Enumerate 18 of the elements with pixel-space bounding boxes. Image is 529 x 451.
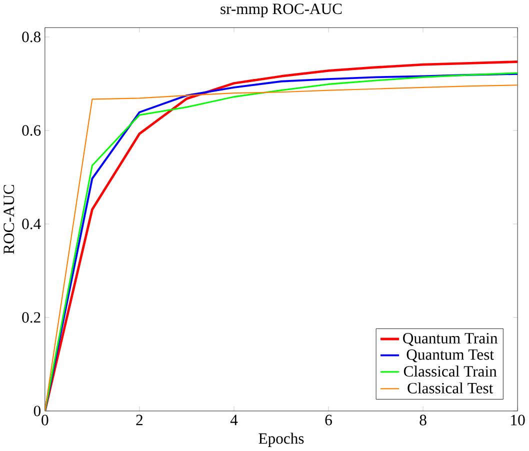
x-tick-label: 4 bbox=[230, 415, 238, 426]
y-axis-title: ROC-AUC bbox=[4, 185, 14, 254]
x-tick-label: 10 bbox=[511, 415, 525, 426]
y-tick-label: 0.4 bbox=[22, 218, 41, 230]
y-tick-label: 0.2 bbox=[22, 312, 40, 323]
legend-label: Quantum Test bbox=[406, 350, 494, 362]
legend-label: Classical Train bbox=[404, 366, 497, 377]
legend-label: Classical Test bbox=[408, 382, 494, 394]
x-tick-label: 8 bbox=[420, 415, 426, 426]
y-tick-label: 0.6 bbox=[22, 125, 41, 136]
x-tick-label: 6 bbox=[325, 415, 332, 426]
y-tick-label: 0 bbox=[34, 406, 40, 416]
legend-label: Quantum Train bbox=[403, 333, 498, 346]
x-axis-title: Epochs bbox=[258, 433, 304, 448]
chart-title: sr-mmp ROC-AUC bbox=[220, 4, 342, 18]
y-tick-label: 0.8 bbox=[22, 32, 40, 42]
x-tick-label: 2 bbox=[136, 415, 142, 426]
x-tick-label: 0 bbox=[42, 415, 48, 426]
